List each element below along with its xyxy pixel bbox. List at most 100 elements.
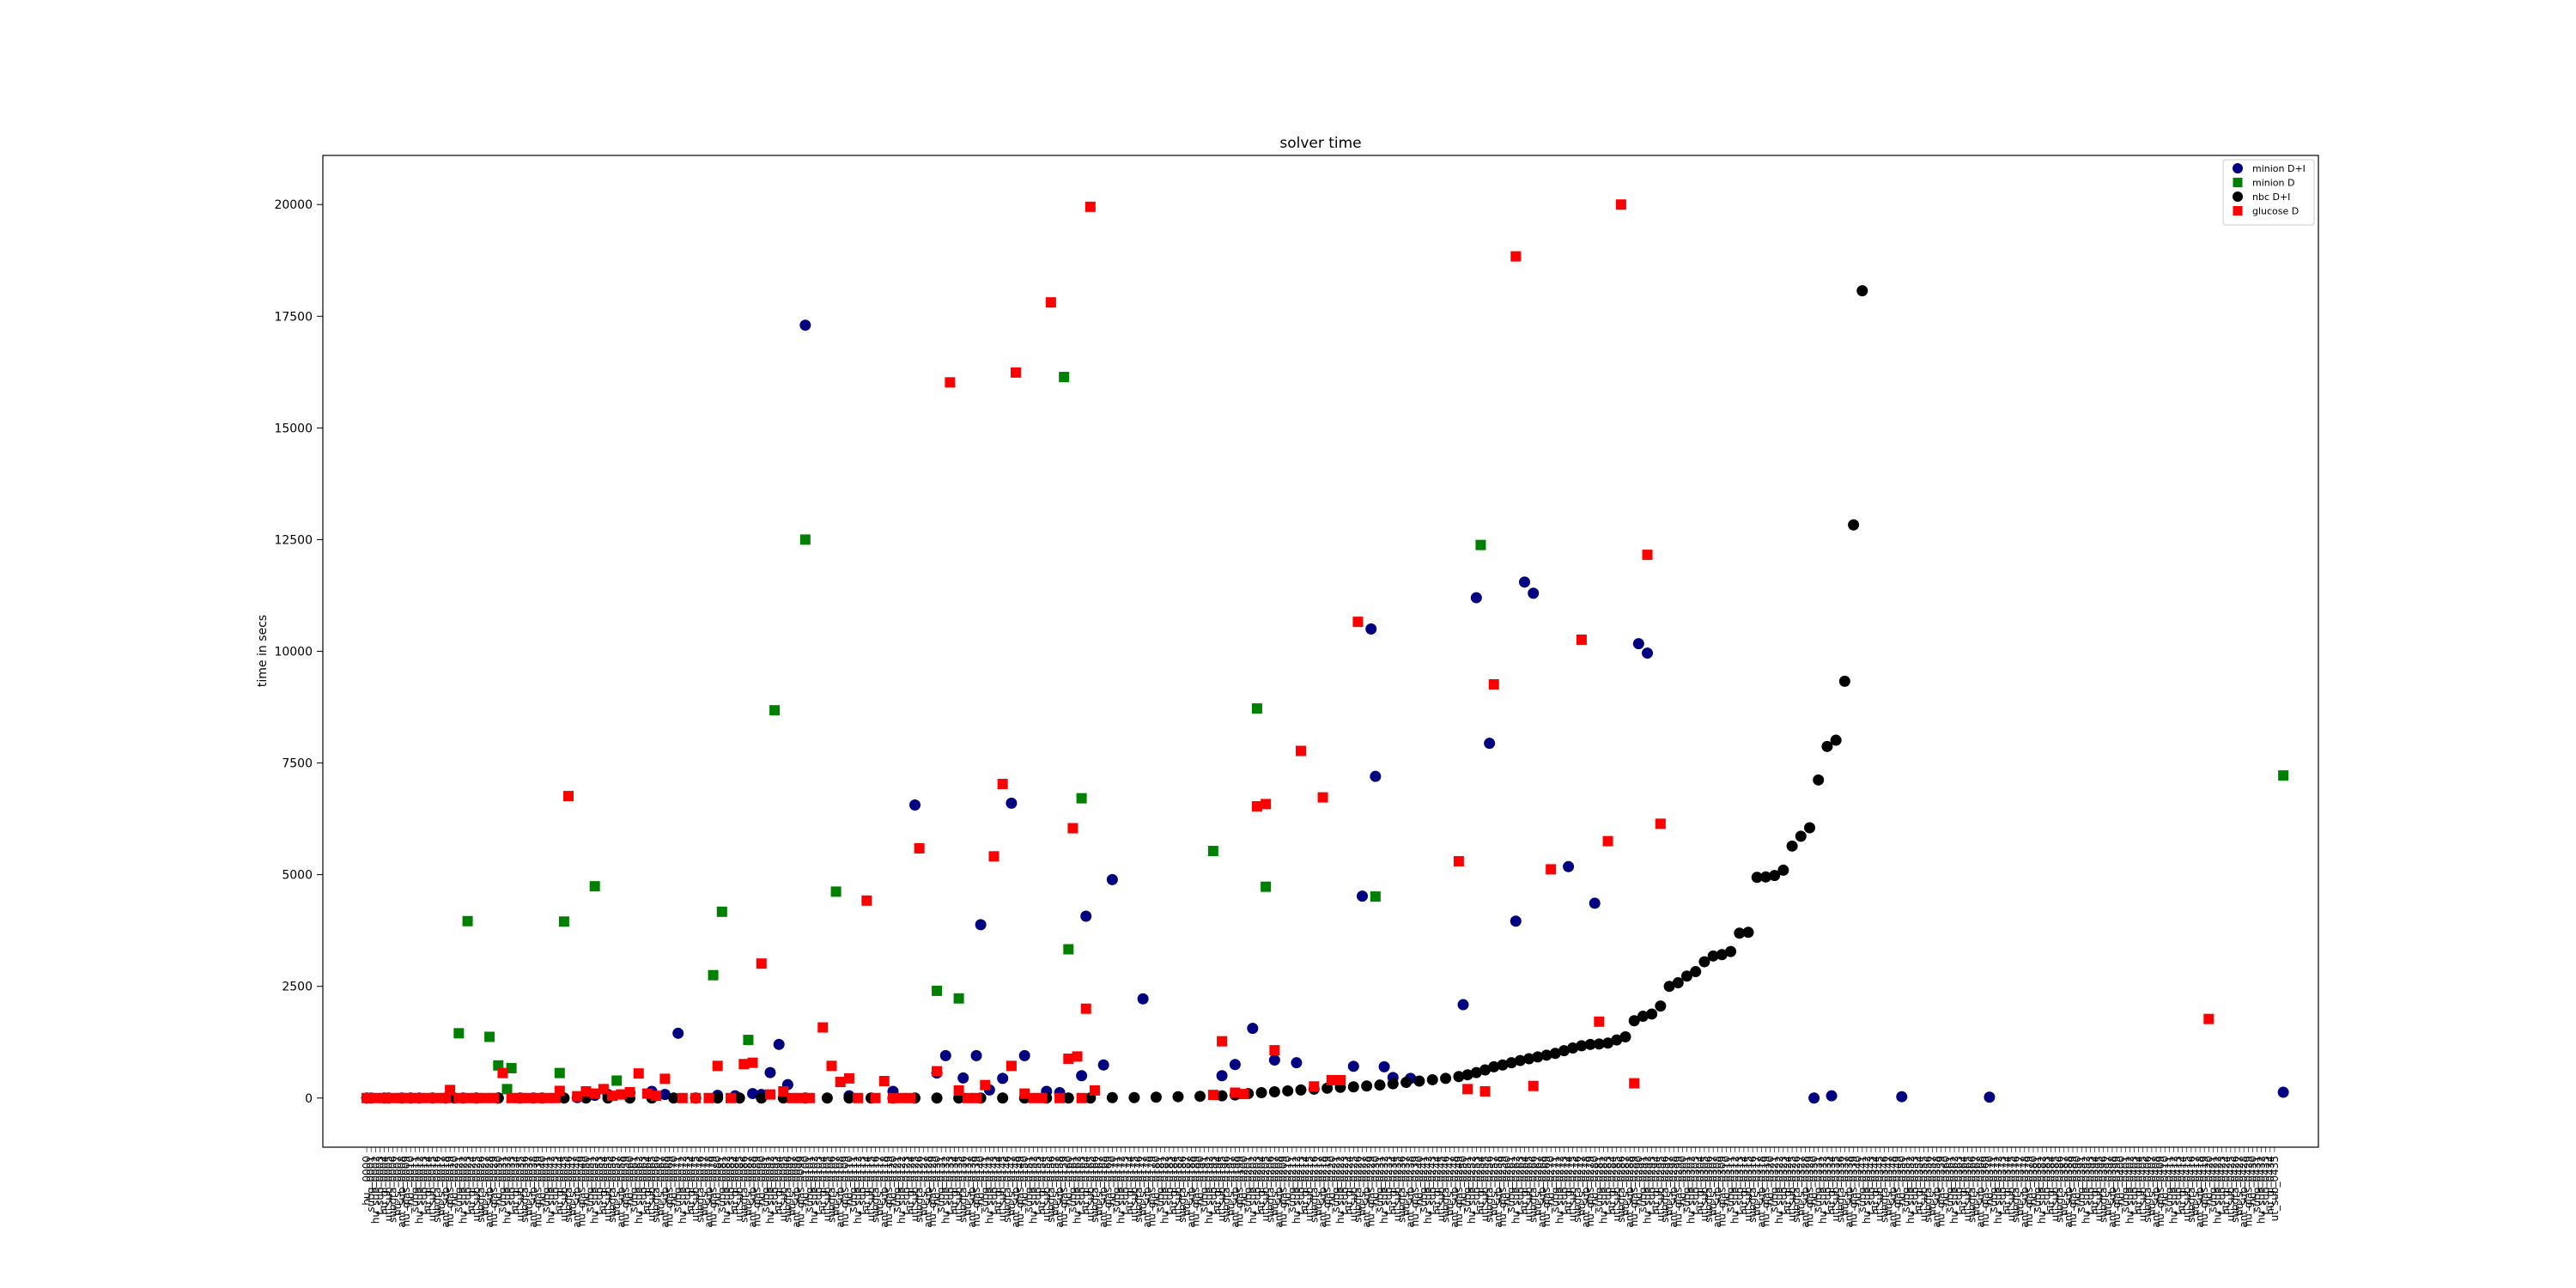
x-tick-label: ant_sub_0168 [1097, 1156, 1109, 1228]
x-tick-label: t_sub_0303 [1690, 1156, 1702, 1215]
data-point [1532, 1051, 1544, 1063]
x-tick-label: hu__0370 [1984, 1156, 1996, 1206]
x-tick-label: hu_sub_0322 [1773, 1156, 1785, 1224]
x-tick-label: ant_sub_0358 [1931, 1156, 1943, 1228]
x-tick-label: subgra_0176 [1133, 1156, 1145, 1223]
x-tick-label: hu_sub_0012 [413, 1156, 425, 1224]
x-tick-label: hu__0210 [1282, 1156, 1294, 1206]
x-tick-label: hu_sub_0022 [457, 1156, 469, 1224]
x-tick-label: ant_sub_0378 [2019, 1156, 2031, 1228]
data-point [396, 1092, 407, 1103]
data-point [1269, 1045, 1280, 1056]
x-tick-label: hu__0430 [2246, 1156, 2258, 1206]
legend-label: nbc D+I [2252, 191, 2290, 203]
x-tick-label: ut_sub_0185 [1172, 1156, 1184, 1221]
x-tick-label: hu_sub_0092 [764, 1156, 776, 1224]
x-tick-label: hu__0060 [624, 1156, 636, 1206]
x-tick-label: hu_sub_0382 [2036, 1156, 2048, 1224]
data-point [821, 1092, 833, 1104]
data-point [1230, 1087, 1241, 1098]
x-tick-label: hu_gl_0244 [1431, 1156, 1443, 1215]
data-point [633, 1068, 644, 1079]
data-point [1672, 977, 1684, 989]
data-point [1282, 1084, 1294, 1097]
x-tick-label: ant_sub_0138 [966, 1156, 978, 1228]
x-tick-label: hu_s__0397 [2102, 1156, 2114, 1216]
data-point [1563, 860, 1575, 872]
x-tick-label: hu__0260 [1501, 1156, 1513, 1206]
x-tick-label: subg_0031 [496, 1156, 508, 1212]
data-point [1984, 1091, 1996, 1103]
data-point [905, 1092, 916, 1103]
x-tick-label: subgra_0256 [1484, 1156, 1496, 1223]
x-tick-label: subgra_0196 [1220, 1156, 1232, 1223]
x-tick-label: hu_sub_0222 [1334, 1156, 1346, 1224]
x-tick-label: hu_glas_0379 [2023, 1156, 2035, 1226]
x-tick-label: t_sub_0343 [1865, 1156, 1877, 1215]
x-tick-label: hu_glas_0079 [708, 1156, 720, 1226]
x-tick-label: subg_0141 [979, 1156, 991, 1212]
x-tick-label: hu__0040 [536, 1156, 548, 1206]
x-tick-label: subgra_0216 [1308, 1156, 1320, 1223]
data-point [440, 1092, 452, 1103]
x-tick-label: ant_sub_0388 [2063, 1156, 2075, 1228]
x-tick-label: hu_s__0107 [830, 1156, 842, 1216]
data-point [1549, 1048, 1561, 1060]
data-point [971, 1092, 982, 1103]
data-point [580, 1085, 592, 1097]
x-tick-label: hu__0180 [1151, 1156, 1163, 1206]
x-tick-label: t_sub_0433 [2260, 1156, 2272, 1215]
data-point [1690, 966, 1702, 978]
x-tick-label: subgra_0086 [738, 1156, 750, 1223]
data-point [1786, 840, 1798, 852]
x-tick-label: hu_glas_0179 [1145, 1156, 1157, 1226]
x-tick-label: t_sub_0043 [550, 1156, 562, 1215]
x-tick-label: ut_sub_0355 [1917, 1156, 1929, 1221]
data-point [1528, 587, 1540, 599]
data-point [1217, 1036, 1228, 1047]
data-point [708, 969, 719, 981]
data-point [712, 1060, 723, 1072]
x-tick-label: hu_sub_0372 [1992, 1156, 2004, 1224]
data-point [931, 1092, 943, 1104]
data-point [1488, 1060, 1500, 1072]
data-point [914, 842, 925, 854]
x-tick-label: hu_gl_0404 [2133, 1156, 2145, 1215]
x-tick-label: t_sub_0123 [900, 1156, 912, 1215]
x-tick-label: hu_s__0257 [1488, 1156, 1500, 1216]
x-tick-label: ant_sub_0018 [440, 1156, 452, 1228]
x-tick-label: subg_0371 [1988, 1156, 2000, 1212]
legend-marker [2233, 178, 2243, 187]
data-point [607, 1091, 618, 1102]
x-tick-label: t_sub_0183 [1163, 1156, 1176, 1215]
x-tick-label: hu__0080 [712, 1156, 724, 1206]
x-tick-label: t_sub_0373 [1996, 1156, 2008, 1215]
data-point [1352, 617, 1364, 628]
data-point [945, 377, 956, 388]
data-point [997, 1092, 1009, 1104]
data-point [2277, 1086, 2289, 1098]
x-tick-label: t_sub_0423 [2216, 1156, 2228, 1215]
data-point [1510, 915, 1522, 927]
x-tick-label: subg_0091 [760, 1156, 772, 1212]
data-point [1457, 999, 1469, 1011]
data-point [1808, 1092, 1820, 1104]
data-point [853, 1092, 864, 1103]
data-point [1707, 950, 1719, 962]
x-tick-label: hu_sub_0242 [1422, 1156, 1434, 1224]
data-point [1821, 740, 1833, 752]
data-point [1602, 835, 1613, 847]
data-point [738, 1059, 750, 1070]
data-point [1072, 1051, 1083, 1062]
x-tick-label: hu_s__0197 [1224, 1156, 1236, 1216]
data-point [1238, 1089, 1249, 1100]
data-point [1076, 793, 1087, 804]
data-point [1725, 945, 1737, 957]
x-tick-label: ut_sub_0385 [2050, 1156, 2062, 1221]
x-tick-label: hu_gl_0114 [860, 1156, 872, 1215]
x-tick-label: subgra_0016 [431, 1156, 443, 1223]
x-tick-label: hu__0250 [1457, 1156, 1469, 1206]
x-tick-label: hu_s__0137 [962, 1156, 974, 1216]
x-tick-label: ut_sub_0045 [558, 1156, 570, 1221]
x-tick-label: ant_sub_0108 [835, 1156, 847, 1228]
